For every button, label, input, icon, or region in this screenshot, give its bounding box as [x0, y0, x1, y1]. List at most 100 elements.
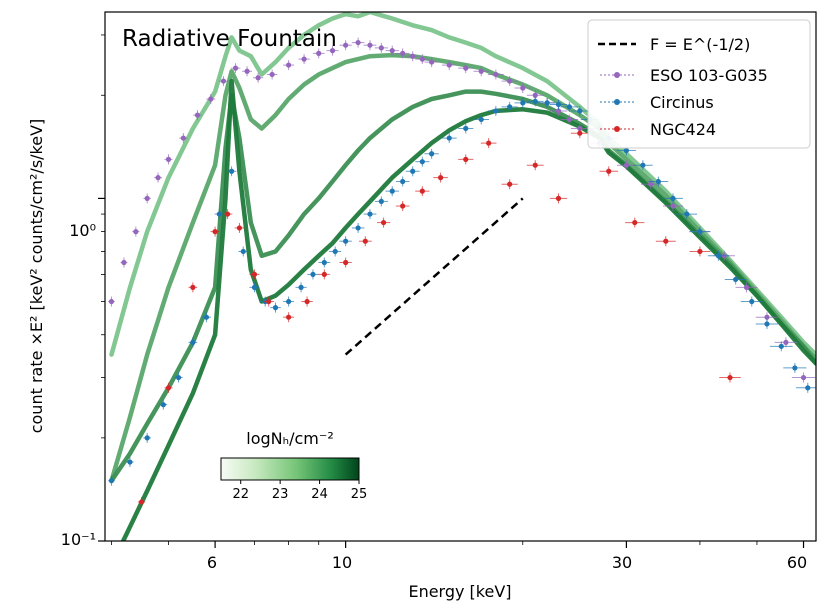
point-circinus — [270, 302, 281, 313]
point-eso-103-g035 — [298, 54, 310, 65]
point-circinus — [363, 209, 377, 220]
point-circinus — [307, 269, 319, 280]
point-eso-103-g035 — [312, 48, 325, 59]
point-ngc424 — [301, 296, 313, 307]
point-eso-103-g035 — [206, 94, 216, 105]
point-circinus — [295, 282, 307, 293]
x-tick-label-30: 30 — [612, 553, 632, 572]
point-eso-103-g035 — [616, 160, 636, 171]
colorbar-tick-label: 23 — [272, 487, 289, 502]
point-ngc424 — [339, 257, 352, 268]
point-ngc424 — [358, 236, 372, 247]
point-circinus — [143, 432, 151, 443]
point-circinus — [188, 337, 198, 348]
point-circinus — [633, 160, 653, 171]
point-eso-103-g035 — [501, 76, 518, 87]
point-eso-103-g035 — [487, 69, 504, 80]
point-circinus — [351, 222, 365, 233]
point-eso-103-g035 — [339, 40, 352, 51]
point-circinus — [458, 123, 474, 134]
colorbar-tick-label: 22 — [232, 487, 249, 502]
point-ngc424 — [137, 496, 146, 507]
point-ngc424 — [689, 246, 711, 257]
point-eso-103-g035 — [230, 63, 241, 74]
point-circinus — [724, 274, 747, 285]
point-circinus — [374, 196, 388, 207]
model-curve-lognh-22 — [109, 12, 816, 357]
point-ngc424 — [263, 296, 274, 307]
point-eso-103-g035 — [326, 45, 339, 56]
reference-line — [344, 197, 524, 356]
point-circinus — [526, 96, 544, 107]
point-circinus — [126, 457, 134, 468]
point-ngc424 — [188, 282, 198, 293]
point-ngc424 — [318, 269, 331, 280]
point-eso-103-g035 — [179, 133, 188, 144]
point-circinus — [707, 250, 730, 261]
point-eso-103-g035 — [266, 69, 278, 80]
model-curve-lognh-25 — [120, 78, 816, 541]
point-circinus — [676, 209, 698, 220]
point-circinus — [514, 97, 532, 108]
point-eso-103-g035 — [385, 45, 399, 56]
point-circinus — [538, 97, 556, 108]
point-eso-103-g035 — [424, 57, 439, 68]
point-circinus — [108, 475, 115, 486]
point-eso-103-g035 — [253, 72, 264, 83]
colorbar-tick-label: 25 — [351, 487, 368, 502]
colorbar-tick-label: 24 — [311, 487, 328, 502]
point-circinus — [424, 148, 439, 159]
point-ngc424 — [501, 179, 518, 190]
point-eso-103-g035 — [120, 257, 128, 268]
point-eso-103-g035 — [193, 110, 202, 121]
point-eso-103-g035 — [242, 66, 253, 77]
point-ngc424 — [249, 269, 260, 280]
point-circinus — [318, 257, 331, 268]
point-eso-103-g035 — [154, 172, 162, 183]
point-circinus — [501, 101, 518, 112]
point-eso-103-g035 — [473, 66, 490, 77]
point-eso-103-g035 — [405, 51, 420, 62]
point-eso-103-g035 — [560, 114, 579, 125]
point-ngc424 — [549, 193, 568, 204]
point-eso-103-g035 — [514, 83, 532, 94]
point-circinus — [769, 341, 793, 352]
point-ngc424 — [433, 172, 448, 183]
point-ngc424 — [164, 382, 173, 393]
point-circinus — [662, 193, 684, 204]
point-circinus — [174, 372, 183, 383]
legend-label-ngc424: NGC424 — [650, 120, 716, 139]
y-tick-label-1: 10⁰ — [69, 221, 96, 240]
point-circinus — [395, 176, 410, 187]
point-circinus — [159, 399, 168, 410]
legend-label-eso: ESO 103-G035 — [650, 66, 768, 85]
x-tick-label-60: 60 — [787, 553, 807, 572]
point-eso-103-g035 — [791, 372, 816, 383]
point-ngc424 — [625, 217, 645, 228]
point-circinus — [487, 105, 504, 116]
point-eso-103-g035 — [164, 154, 173, 165]
point-circinus — [249, 282, 260, 293]
colorbar-ticks: 22 23 24 25 — [232, 480, 367, 502]
plot-frame — [104, 11, 817, 542]
plot-data-layer — [108, 12, 816, 541]
legend-swatch-eso — [614, 72, 620, 78]
point-ngc424 — [234, 222, 245, 233]
x-tick-label-6: 6 — [207, 553, 217, 572]
point-eso-103-g035 — [662, 201, 684, 212]
point-circinus — [339, 236, 352, 247]
point-circinus — [201, 312, 211, 323]
point-eso-103-g035 — [143, 193, 151, 204]
point-eso-103-g035 — [132, 226, 140, 237]
point-eso-103-g035 — [441, 60, 457, 71]
point-eso-103-g035 — [458, 63, 474, 74]
point-circinus — [405, 166, 420, 177]
point-circinus — [441, 133, 457, 144]
tick-marks — [98, 34, 805, 548]
point-eso-103-g035 — [735, 282, 758, 293]
legend-swatch-circinus — [614, 99, 620, 105]
colorbar-label: logNₕ/cm⁻² — [246, 429, 333, 448]
legend-label-circinus: Circinus — [650, 93, 714, 112]
point-ngc424 — [283, 312, 295, 323]
